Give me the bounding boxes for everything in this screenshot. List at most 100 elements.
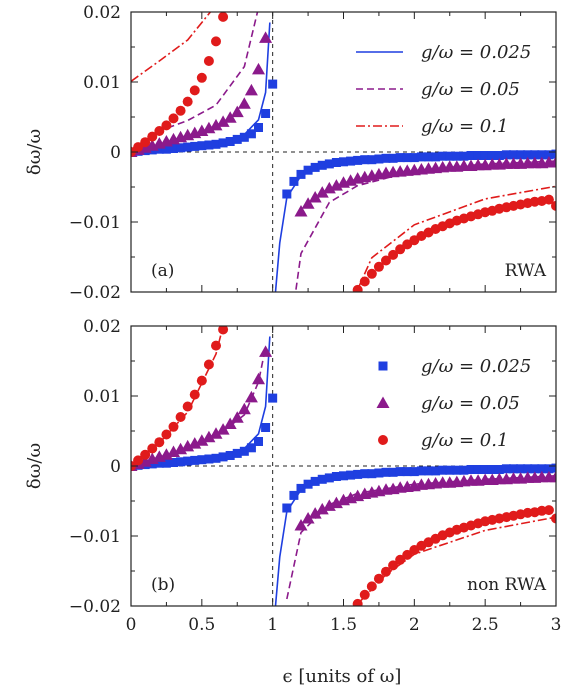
data-point-square [154, 144, 164, 154]
data-point-circle [168, 421, 179, 432]
data-point-square [473, 465, 483, 474]
data-point-square [310, 162, 320, 172]
data-point-square [445, 465, 455, 475]
data-point-triangle [244, 390, 258, 403]
data-point-square [473, 151, 483, 160]
data-point-square [204, 140, 214, 150]
data-point-square [523, 150, 533, 160]
data-point-square [516, 150, 526, 160]
data-point-square [161, 458, 171, 468]
data-point-circle [395, 244, 406, 255]
data-point-circle [352, 284, 363, 292]
data-point-square [218, 138, 228, 148]
data-point-square [331, 158, 341, 167]
data-point-square [346, 156, 356, 166]
panel-b: −0.02 −0.01 0 0.01 0.02 0 0.5 1 1.5 2 2.5 3 δω/ω (b) n… [24, 317, 562, 635]
data-point-circle [388, 560, 399, 571]
data-point-circle [133, 142, 144, 153]
data-point-triangle [308, 191, 322, 203]
data-point-square [324, 159, 334, 169]
data-point-square [487, 465, 497, 474]
data-point-square [246, 129, 256, 139]
data-point-circle [154, 437, 165, 448]
data-point-square [459, 465, 469, 475]
data-point-triangle [209, 427, 223, 439]
data-point-square [494, 465, 504, 474]
data-point-square [303, 479, 313, 489]
panels: −0.02 −0.01 0 0.01 0.02 δω/ω (a) RWA g/ω = 0.025… [24, 3, 562, 635]
data-point-square [494, 151, 504, 160]
data-point-circle [543, 194, 554, 205]
data-point-square [537, 150, 547, 160]
data-point-square [197, 141, 207, 151]
data-point-square [239, 132, 249, 142]
data-point-square [197, 455, 207, 465]
data-point-square [261, 423, 271, 432]
data-point-triangle [259, 345, 273, 357]
data-point-square [282, 189, 292, 199]
data-point-circle [168, 113, 179, 124]
x-tick-label: 3 [551, 615, 562, 635]
data-point-triangle [216, 423, 230, 435]
data-point-triangle [301, 512, 315, 524]
data-point-square [339, 471, 348, 481]
data-point-circle [352, 598, 363, 606]
data-point-square [324, 473, 334, 483]
y-axis-label: δω/ω [24, 129, 45, 175]
data-point-square [402, 153, 412, 163]
data-point-square [331, 472, 341, 481]
data-point-square [438, 151, 448, 161]
data-point-triangle [237, 402, 251, 415]
x-tick-label: 2 [409, 615, 420, 635]
data-point-square [190, 455, 200, 465]
data-point-square [445, 151, 455, 161]
plot-area [131, 326, 556, 606]
data-point-circle [203, 359, 214, 370]
y-tick-label: 0.01 [83, 73, 121, 93]
data-point-triangle [202, 430, 216, 443]
data-point-square [169, 144, 178, 153]
data-point-square [211, 453, 221, 463]
y-tick-label: 0 [110, 143, 121, 163]
y-tick-label: 0 [110, 457, 121, 477]
data-point-square [466, 465, 476, 474]
data-point-square [544, 464, 554, 474]
data-point-square [544, 150, 554, 160]
data-point-square [289, 176, 299, 186]
data-point-square [452, 465, 462, 475]
data-point-circle [161, 120, 172, 131]
data-point-square [431, 152, 441, 162]
data-point-square [367, 155, 377, 165]
data-point-square [239, 446, 249, 456]
data-point-square [551, 149, 556, 159]
legend-label: g/ω = 0.05 [421, 79, 520, 100]
data-point-square [176, 457, 186, 467]
data-point-square [261, 109, 271, 118]
data-point-circle [359, 276, 370, 287]
data-point-circle [182, 401, 193, 412]
y-tick-label: −0.01 [69, 527, 121, 547]
data-point-square [190, 141, 200, 151]
data-point-triangle [237, 97, 251, 109]
data-point-square [466, 151, 476, 160]
data-point-square [360, 155, 370, 165]
data-point-triangle [308, 507, 322, 519]
data-point-square [374, 154, 384, 164]
panel-a: −0.02 −0.01 0 0.01 0.02 δω/ω (a) RWA g/ω = 0.025… [24, 3, 557, 303]
data-point-circle [402, 549, 413, 560]
data-point-circle [147, 131, 158, 142]
data-point-square [225, 451, 235, 460]
data-point-triangle [244, 83, 258, 96]
data-point-triangle [315, 186, 329, 198]
data-point-square [480, 465, 490, 474]
data-point-triangle [294, 205, 308, 217]
data-point-square [353, 155, 363, 165]
legend-marker-triangle [376, 396, 390, 408]
data-point-circle [175, 412, 186, 422]
data-point-circle [366, 268, 377, 279]
data-point-square [339, 157, 348, 167]
panel-tag: (a) [151, 261, 174, 281]
data-point-square [254, 123, 263, 132]
data-point-square [509, 464, 518, 474]
data-point-circle [211, 340, 221, 351]
